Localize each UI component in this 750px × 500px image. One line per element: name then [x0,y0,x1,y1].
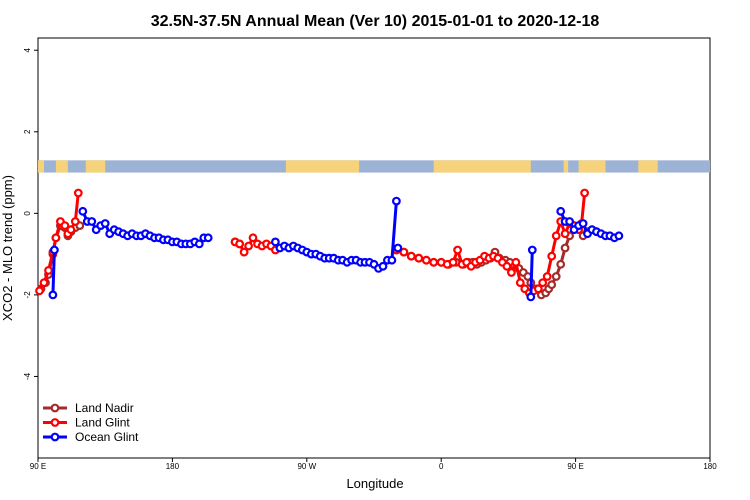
land-nadir-point [547,280,557,290]
y-tick-label: 2 [23,129,32,134]
legend-item-land-glint: Land Glint [43,416,130,430]
land-segment [433,160,531,173]
land-glint-point [244,241,254,251]
ocean-band [38,160,710,173]
x-tick-label: 90 W [297,462,316,471]
ocean-glint-point [393,243,403,253]
land-glint-point [51,233,61,243]
land-segment [638,160,658,173]
legend-label: Ocean Glint [75,430,139,444]
land-glint-point [533,284,543,294]
series-land-glint [35,188,589,298]
land-glint-point [44,266,53,275]
ocean-glint-point [578,219,588,228]
ocean-glint-point [100,219,110,228]
legend-item-land-nadir: Land Nadir [43,401,134,415]
y-tick-label: -2 [23,291,32,299]
land-glint-point [453,245,463,255]
y-axis-label: XCO2 - MLO trend (ppm) [0,175,15,321]
land-ocean-band [38,160,710,173]
land-nadir-point [551,272,561,281]
land-glint-point [580,188,589,198]
legend-swatch-point [50,432,60,442]
land-glint-point [73,188,83,198]
land-glint-point [248,233,258,243]
ocean-glint-point [392,196,401,206]
land-glint-point [70,217,80,226]
x-tick-label: 90 E [567,462,583,471]
plot-frame [37,37,711,459]
y-tick-label: -4 [23,372,32,380]
chart-title: 32.5N-37.5N Annual Mean (Ver 10) 2015-01… [151,13,600,30]
land-glint-point [547,251,557,261]
ocean-glint-point [556,206,566,216]
land-glint-point [551,231,561,241]
land-glint-point [235,239,245,249]
legend-swatch-point [50,418,60,427]
land-segment [563,160,569,173]
land-glint-point [502,261,512,271]
land-glint-point [421,255,431,265]
ocean-glint-point [526,292,536,302]
land-glint-point [515,278,525,288]
x-axis: 90 E 180 90 W 0 90 E 180 [30,458,717,471]
land-glint-point [35,286,44,296]
series-ocean-glint [48,196,624,302]
land-segment [285,160,360,173]
land-glint-point [542,272,552,281]
land-glint-point [429,257,439,267]
ocean-glint-line [51,249,56,295]
y-tick-label: 4 [23,47,32,52]
land-glint-point [507,268,516,277]
land-nadir-point [556,259,566,269]
ocean-glint-point [203,233,213,243]
ocean-glint-point [50,245,59,255]
y-axis: -4 -2 0 2 4 [23,47,38,380]
legend-label: Land Glint [75,416,130,430]
ocean-glint-point [565,217,574,226]
land-glint-point [560,229,570,239]
x-tick-label: 180 [703,462,717,471]
ocean-glint-point [271,237,280,247]
land-glint-point [239,247,249,257]
land-segment [85,160,106,173]
land-glint-point [39,278,49,288]
legend-item-ocean-glint: Ocean Glint [43,430,139,444]
land-segment [578,160,606,173]
ocean-glint-point [378,261,388,271]
ocean-glint-point [614,231,624,241]
land-glint-point [448,257,458,267]
ocean-glint-point [48,290,58,300]
x-tick-label: 90 E [30,462,46,471]
land-glint-point [538,278,548,288]
land-glint-point [60,221,70,231]
land-glint-point [66,225,76,235]
land-nadir-point [560,243,570,253]
ocean-glint-line [529,249,534,297]
x-tick-label: 0 [439,462,444,471]
land-glint-line [38,192,80,292]
ocean-glint-point [527,245,537,255]
y-tick-label: 0 [23,211,32,216]
ocean-glint-point [194,239,204,249]
land-segment [55,160,68,173]
land-glint-point [406,251,416,261]
x-axis-label: Longitude [346,476,403,491]
land-segment [38,160,44,173]
land-glint-point [414,253,424,263]
ocean-glint-point [78,206,88,216]
legend-label: Land Nadir [75,401,134,415]
ocean-glint-point [87,217,97,226]
land-glint-point [511,257,521,267]
series-group [35,188,624,302]
land-glint-point [399,247,409,257]
legend-swatch-point [50,403,60,413]
ocean-glint-point [387,255,397,265]
x-tick-label: 180 [166,462,180,471]
